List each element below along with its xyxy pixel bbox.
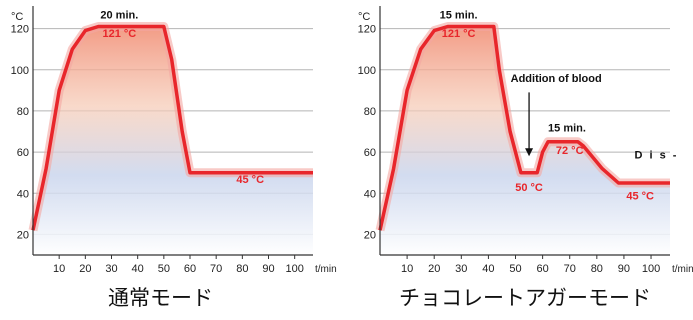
annotation-label: 45 °C	[236, 174, 264, 186]
x-tick-label: 80	[236, 263, 248, 275]
x-tick-label: 30	[105, 263, 117, 275]
y-tick-label: 60	[17, 147, 29, 159]
x-tick-label: 90	[618, 263, 630, 275]
y-tick-label: 80	[17, 106, 29, 118]
x-tick-label: 80	[591, 263, 603, 275]
annotation-label: 45 °C	[626, 190, 654, 202]
arrow-head	[525, 148, 534, 157]
x-tick-label: 50	[509, 263, 521, 275]
x-tick-label: 70	[564, 263, 576, 275]
annotation-label: 15 min.	[440, 9, 478, 21]
x-tick-label: 40	[482, 263, 494, 275]
y-tick-label: 100	[358, 65, 376, 77]
y-unit-label: °C	[11, 11, 23, 23]
annotation-label: 121 °C	[442, 28, 476, 40]
annotation-label: D i s -	[634, 149, 678, 161]
y-tick-label: 120	[358, 24, 376, 36]
x-tick-label: 100	[642, 263, 660, 275]
series-area	[33, 26, 313, 255]
x-tick-label: 20	[79, 263, 91, 275]
caption-chocolate-agar-mode: チョコレートアガーモード	[399, 286, 651, 310]
y-tick-label: 120	[11, 24, 29, 36]
x-tick-label: 40	[132, 263, 144, 275]
x-tick-label: 70	[210, 263, 222, 275]
series-line	[378, 24, 670, 231]
annotation-label: 121 °C	[102, 28, 136, 40]
y-tick-label: 20	[364, 229, 376, 241]
y-tick-label: 40	[17, 188, 29, 200]
x-tick-label: 50	[158, 263, 170, 275]
x-unit-label: t/min	[672, 264, 693, 275]
x-tick-label: 10	[401, 263, 413, 275]
annotation-label: Addition of blood	[511, 73, 602, 85]
chart-normal-mode: 20 40 60 80 100 120 10 20 30 40 50 60 70 80 90 100 °C t/m…	[11, 6, 337, 275]
x-tick-label: 100	[286, 263, 304, 275]
x-tick-label: 60	[184, 263, 196, 275]
y-tick-label: 40	[364, 188, 376, 200]
x-unit-label: t/min	[315, 264, 337, 275]
x-tick-label: 60	[536, 263, 548, 275]
y-tick-label: 100	[11, 65, 29, 77]
annotation-label: 15 min.	[548, 123, 586, 135]
y-tick-label: 60	[364, 147, 376, 159]
series-area	[380, 26, 670, 255]
annotation-label: 50 °C	[515, 182, 543, 194]
y-tick-label: 20	[17, 229, 29, 241]
caption-normal-mode: 通常モード	[108, 286, 213, 310]
x-tick-label: 90	[262, 263, 274, 275]
x-tick-label: 10	[53, 263, 65, 275]
chart-chocolate-agar-mode: 20 40 60 80 100 120 10 20 30 40 50 60 70 80 90 100 °C t/m…	[358, 6, 693, 275]
annotation-label: 72 °C	[556, 145, 584, 157]
y-unit-label: °C	[358, 11, 370, 23]
annotation-label: 20 min.	[100, 9, 138, 21]
y-tick-label: 80	[364, 106, 376, 118]
series-line	[31, 24, 313, 231]
annotation-arrows	[525, 92, 534, 157]
x-tick-label: 30	[455, 263, 467, 275]
x-tick-label: 20	[428, 263, 440, 275]
